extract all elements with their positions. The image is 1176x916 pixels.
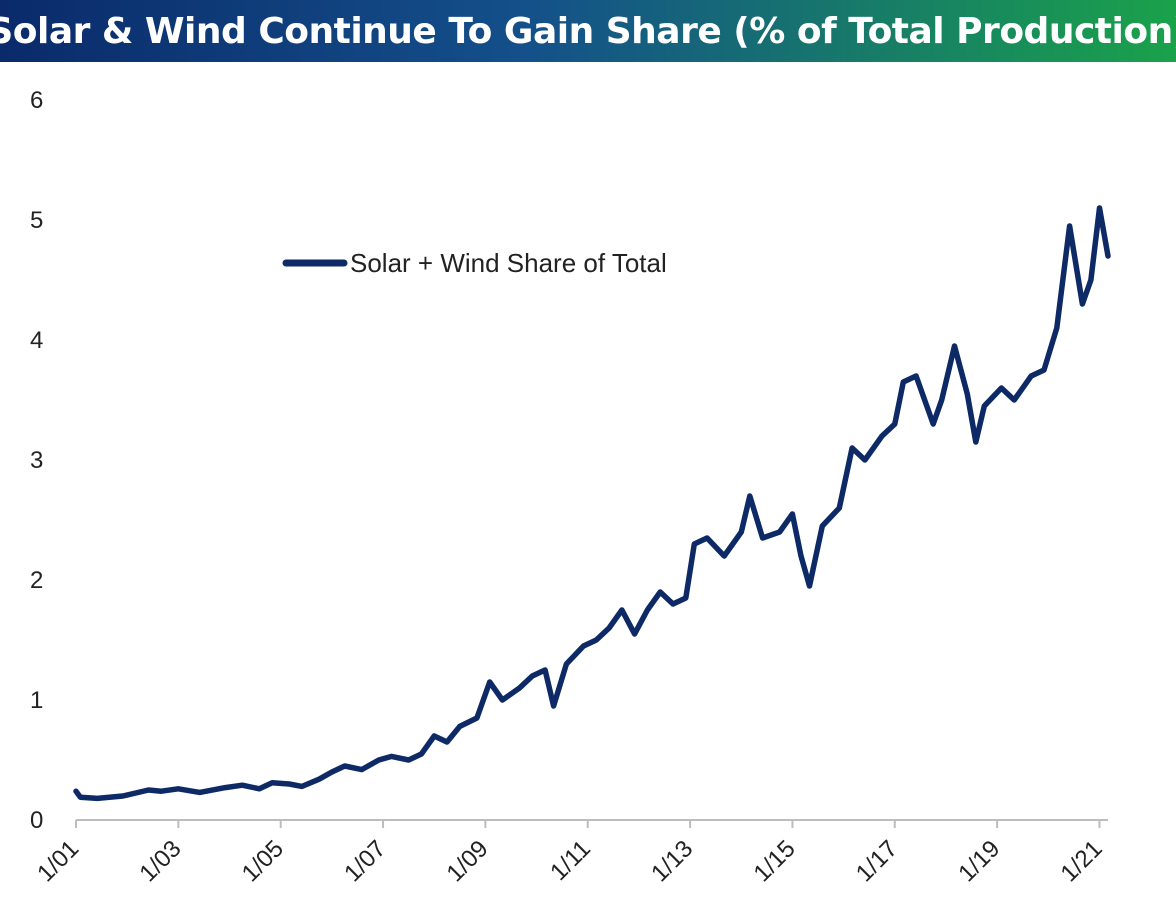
y-tick-label: 2	[30, 567, 43, 594]
legend-label: Solar + Wind Share of Total	[350, 248, 667, 278]
chart-title-bar: Solar & Wind Continue To Gain Share (% o…	[0, 0, 1176, 62]
y-tick-label: 3	[30, 447, 43, 474]
y-tick-label: 1	[30, 687, 43, 714]
y-tick-label: 4	[30, 327, 43, 354]
x-axis: 1/01 1/03 1/05 1/07 1/09 1/11 1/13 1/15 1/17 1/19…	[32, 819, 1108, 887]
series-layer	[73, 205, 1111, 802]
x-tick-label: 1/15	[749, 835, 801, 887]
y-tick-label: 6	[30, 87, 43, 114]
x-tick-label: 1/13	[646, 835, 698, 887]
x-tick-label: 1/17	[851, 835, 903, 887]
x-tick-label: 1/21	[1056, 835, 1108, 887]
x-tick-label: 1/07	[339, 835, 391, 887]
x-tick-label: 1/19	[953, 835, 1005, 887]
x-tick-label: 1/03	[134, 835, 186, 887]
y-tick-label: 5	[30, 207, 43, 234]
x-tick-label: 1/11	[545, 835, 596, 886]
chart-title: Solar & Wind Continue To Gain Share (% o…	[0, 10, 1176, 52]
x-tick-label: 1/05	[237, 835, 289, 887]
x-tick-label: 1/09	[442, 835, 494, 887]
y-axis-tick-labels: 0 1 2 3 4 5 6	[30, 87, 43, 834]
legend: Solar + Wind Share of Total	[282, 248, 667, 278]
x-tick-label: 1/01	[32, 835, 84, 887]
series-line	[73, 205, 1111, 802]
y-tick-label: 0	[30, 807, 43, 834]
